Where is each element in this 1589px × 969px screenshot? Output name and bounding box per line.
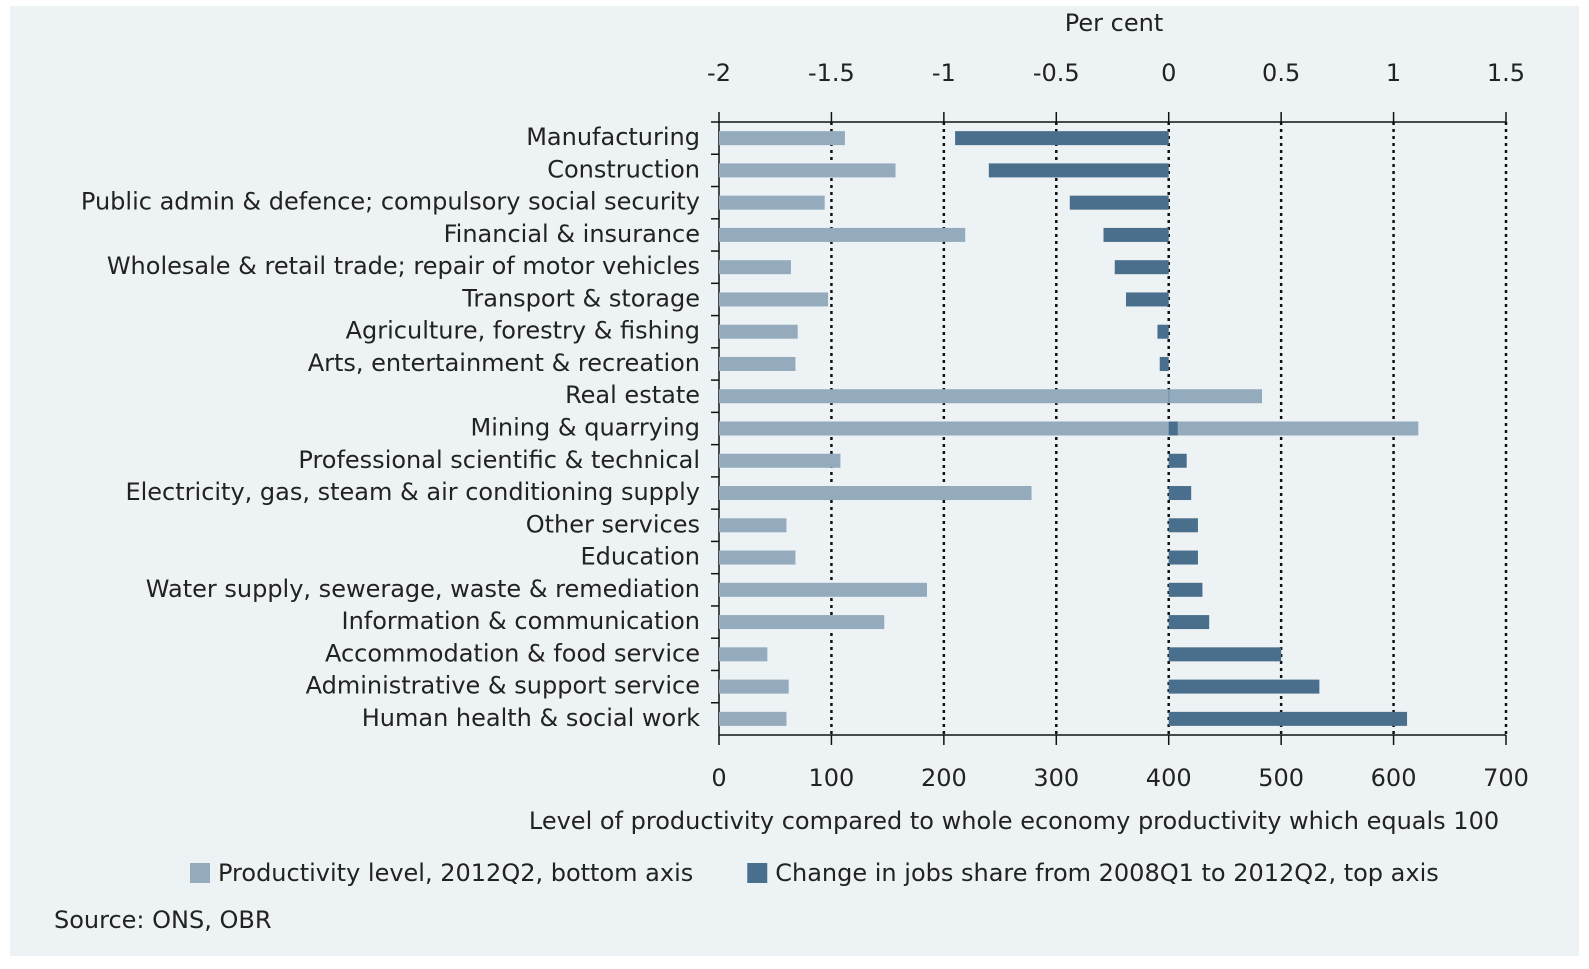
y-tick-label: Water supply, sewerage, waste & remediat… (146, 575, 700, 603)
bottom-axis-title: Level of productivity compared to whole … (529, 807, 1499, 835)
y-tick-label: Construction (547, 155, 700, 183)
y-tick-label: Human health & social work (362, 704, 700, 732)
legend-swatch (190, 863, 210, 883)
y-tick-label: Public admin & defence; compulsory socia… (81, 188, 700, 216)
bar (1168, 679, 1320, 694)
y-tick-label: Other services (526, 510, 700, 538)
x-tick-label: 200 (921, 764, 967, 792)
y-tick-label: Mining & quarrying (471, 414, 700, 442)
x2-tick-label: -0.5 (1033, 59, 1080, 87)
bar (1114, 260, 1169, 275)
x-tick-label: 700 (1483, 764, 1529, 792)
bar (719, 582, 927, 597)
bar (1168, 486, 1192, 501)
bar (988, 163, 1169, 178)
bar (1168, 518, 1198, 533)
bar (1168, 389, 1170, 404)
bar (719, 647, 768, 662)
x-tick-label: 0 (711, 764, 726, 792)
x2-tick-label: 1.5 (1487, 59, 1525, 87)
bar (719, 292, 829, 307)
bar (719, 421, 1419, 436)
bar (719, 486, 1032, 501)
bar (1069, 195, 1169, 210)
bar (1168, 582, 1203, 597)
legend-label: Change in jobs share from 2008Q1 to 2012… (775, 859, 1439, 887)
bar (719, 389, 1263, 404)
bar (719, 131, 845, 146)
source: Source: ONS, OBR (54, 906, 272, 934)
bar (719, 163, 896, 178)
y-tick-label: Financial & insurance (444, 220, 700, 248)
bar (1125, 292, 1169, 307)
bar (719, 550, 796, 565)
y-tick-label: Information & communication (342, 607, 701, 635)
bar (1157, 324, 1169, 339)
bar (719, 711, 787, 726)
y-tick-label: Manufacturing (526, 123, 700, 151)
y-tick-label: Transport & storage (461, 284, 700, 312)
x2-tick-label: -1.5 (808, 59, 855, 87)
bar (719, 518, 787, 533)
bar (1168, 550, 1198, 565)
x2-tick-label: 0 (1161, 59, 1176, 87)
bar (719, 324, 798, 339)
y-tick-label: Administrative & support service (306, 672, 700, 700)
y-tick-label: Wholesale & retail trade; repair of moto… (107, 252, 700, 280)
x-tick-label: 600 (1371, 764, 1417, 792)
bar (719, 679, 789, 694)
y-tick-label: Education (581, 543, 700, 571)
bar (1168, 647, 1282, 662)
bar (719, 615, 885, 630)
bar (1168, 711, 1408, 726)
bar (719, 227, 966, 242)
x2-tick-label: -2 (707, 59, 731, 87)
x-tick-label: 500 (1258, 764, 1304, 792)
bar (1103, 227, 1169, 242)
y-tick-label: Real estate (565, 381, 700, 409)
bar (1159, 356, 1169, 371)
bar (1168, 615, 1210, 630)
y-tick-label: Arts, entertainment & recreation (308, 349, 700, 377)
bar (719, 356, 796, 371)
y-tick-label: Electricity, gas, steam & air conditioni… (125, 478, 700, 506)
bar (955, 131, 1169, 146)
x2-tick-label: 1 (1386, 59, 1401, 87)
x2-tick-label: 0.5 (1262, 59, 1300, 87)
x-tick-label: 100 (809, 764, 855, 792)
x-tick-label: 400 (1146, 764, 1192, 792)
legend-swatch (747, 863, 768, 883)
y-tick-label: Agriculture, forestry & fishing (346, 317, 700, 345)
bar (719, 260, 791, 275)
bar (719, 453, 841, 468)
bar (719, 195, 825, 210)
top-axis-title: Per cent (1065, 9, 1163, 37)
y-tick-label: Professional scientific & technical (298, 446, 700, 474)
x2-tick-label: -1 (932, 59, 956, 87)
bar (1168, 421, 1178, 436)
legend-label: Productivity level, 2012Q2, bottom axis (218, 859, 693, 887)
x-tick-label: 300 (1033, 764, 1079, 792)
bar (1168, 453, 1187, 468)
y-tick-label: Accommodation & food service (325, 639, 700, 667)
